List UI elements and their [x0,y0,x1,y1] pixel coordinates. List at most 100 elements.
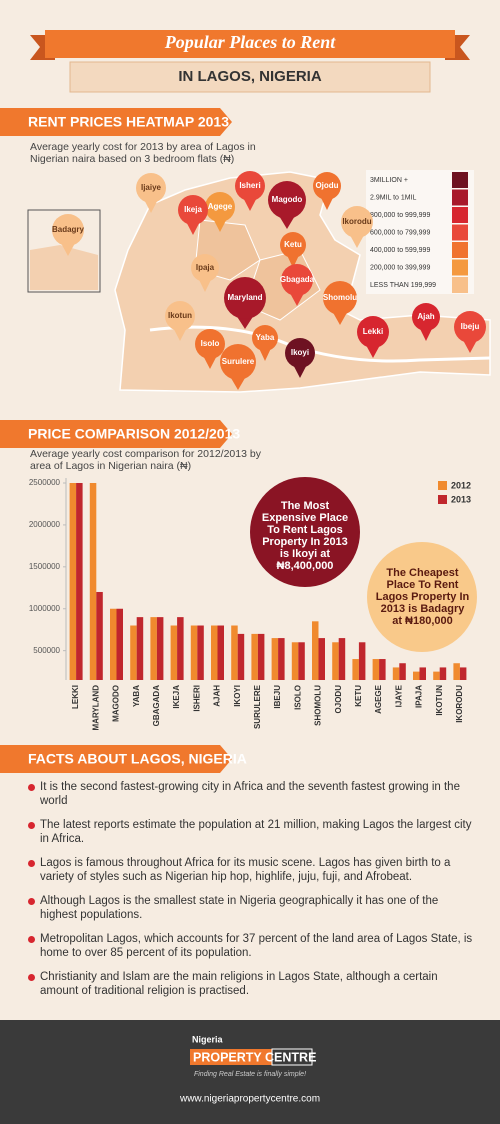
place-label: Isheri [239,181,260,190]
x-tick-label: MARYLAND [91,685,100,731]
pin [412,303,440,331]
legend-label: 2012 [451,480,471,490]
place-label: Gbagada [280,275,315,284]
bar [291,642,299,680]
legend-label: 2013 [451,494,471,504]
pin [280,232,306,258]
legend-label: 400,000 to 599,999 [370,247,430,254]
pin [341,206,373,238]
brand-top: Nigeria [192,1034,224,1044]
legend-label: LESS THAN 199,999 [370,282,436,289]
annotation-circle [250,477,360,587]
section-ribbon [0,420,232,448]
place-label: Ipaja [196,263,215,272]
place-label: Badagry [52,225,85,234]
bar [433,671,440,680]
bar [312,621,319,680]
logo-block [190,1049,272,1065]
x-tick-label: GBAGADA [152,685,161,727]
bar [110,608,117,680]
legend-swatch [438,495,447,504]
place-label: Yaba [256,333,275,342]
place-label: Magodo [272,195,303,204]
x-tick-label: IKEJA [172,685,181,709]
x-tick-label: IKOTUN [435,685,444,716]
x-tick-label: IJAYE [394,684,403,707]
bar [338,638,346,680]
bar [251,633,258,680]
bar [130,625,137,680]
bar [257,633,265,680]
x-tick-label: IKOYI [233,685,242,707]
place-label: Ikotun [168,311,192,320]
bar [419,667,426,680]
place-label: Isolo [201,339,220,348]
y-tick-label: 500000 [33,646,60,655]
pin [281,264,313,296]
legend-label: 2.9MIL to 1MIL [370,194,417,201]
bar [116,608,123,680]
place-label: Ikeja [184,205,202,214]
fact: Lagos is famous throughout Africa for it… [28,856,473,884]
x-tick-label: LEKKI [71,685,80,709]
x-tick-label: KETU [354,685,363,707]
place-label: Surulere [222,357,255,366]
x-tick-label: ISHERI [192,685,201,712]
section-title: FACTS ABOUT LAGOS, NIGERIA [28,751,247,767]
bar [156,617,164,680]
bar [352,659,359,680]
bar [231,625,238,680]
title: Popular Places to Rent [164,32,336,52]
y-tick-label: 1500000 [29,562,61,571]
legend-label: 800,000 to 999,999 [370,212,430,219]
legend-swatch [452,172,468,188]
x-tick-label: AGEGE [374,684,383,714]
logo-house [271,1048,313,1066]
pin [165,301,195,331]
legend-label: 200,000 to 399,999 [370,264,430,271]
subtitle: IN LAGOS, NIGERIA [178,68,322,85]
x-tick-label: OJODU [334,685,343,714]
place-label: Ajah [417,312,434,321]
legend-label: 3MILLION + [370,177,408,184]
bar [392,667,400,680]
bar [399,663,406,680]
x-tick-label: ISOLO [293,685,302,710]
bar [190,625,198,680]
pin [191,254,219,282]
pin [252,325,278,351]
x-tick-label: AJAH [213,685,222,707]
x-tick-label: IBEJU [273,685,282,709]
legend-swatch [438,481,447,490]
inset-land [30,245,98,290]
pin [454,311,486,343]
pin [235,171,265,201]
place-label: Ikorodu [342,217,371,226]
bar [298,642,305,680]
bar [96,591,103,680]
legend-swatch [452,207,468,223]
fact: The latest reports estimate the populati… [28,818,473,846]
bar [413,671,420,680]
pin [205,192,235,222]
legend-swatch [452,224,468,241]
bar [170,625,178,680]
x-tick-label: IKORODU [455,685,464,723]
bar [358,642,366,680]
pin [195,329,225,359]
place-label: Lekki [363,327,383,336]
place-label: Ijaiye [141,183,162,192]
facts-list: It is the second fastest-growing city in… [28,780,473,1008]
bar [379,659,386,680]
place-label: Shomolu [323,293,357,302]
fact: It is the second fastest-growing city in… [28,780,473,808]
pin [52,214,84,246]
url: www.nigeriapropertycentre.com [179,1094,320,1105]
pin [285,338,315,368]
legend-label: 600,000 to 799,999 [370,229,430,236]
pin [268,181,306,219]
section-ribbon [0,745,232,773]
fact: Christianity and Islam are the main reli… [28,970,473,998]
y-tick-label: 1000000 [29,604,61,613]
legend-swatch [452,259,468,276]
